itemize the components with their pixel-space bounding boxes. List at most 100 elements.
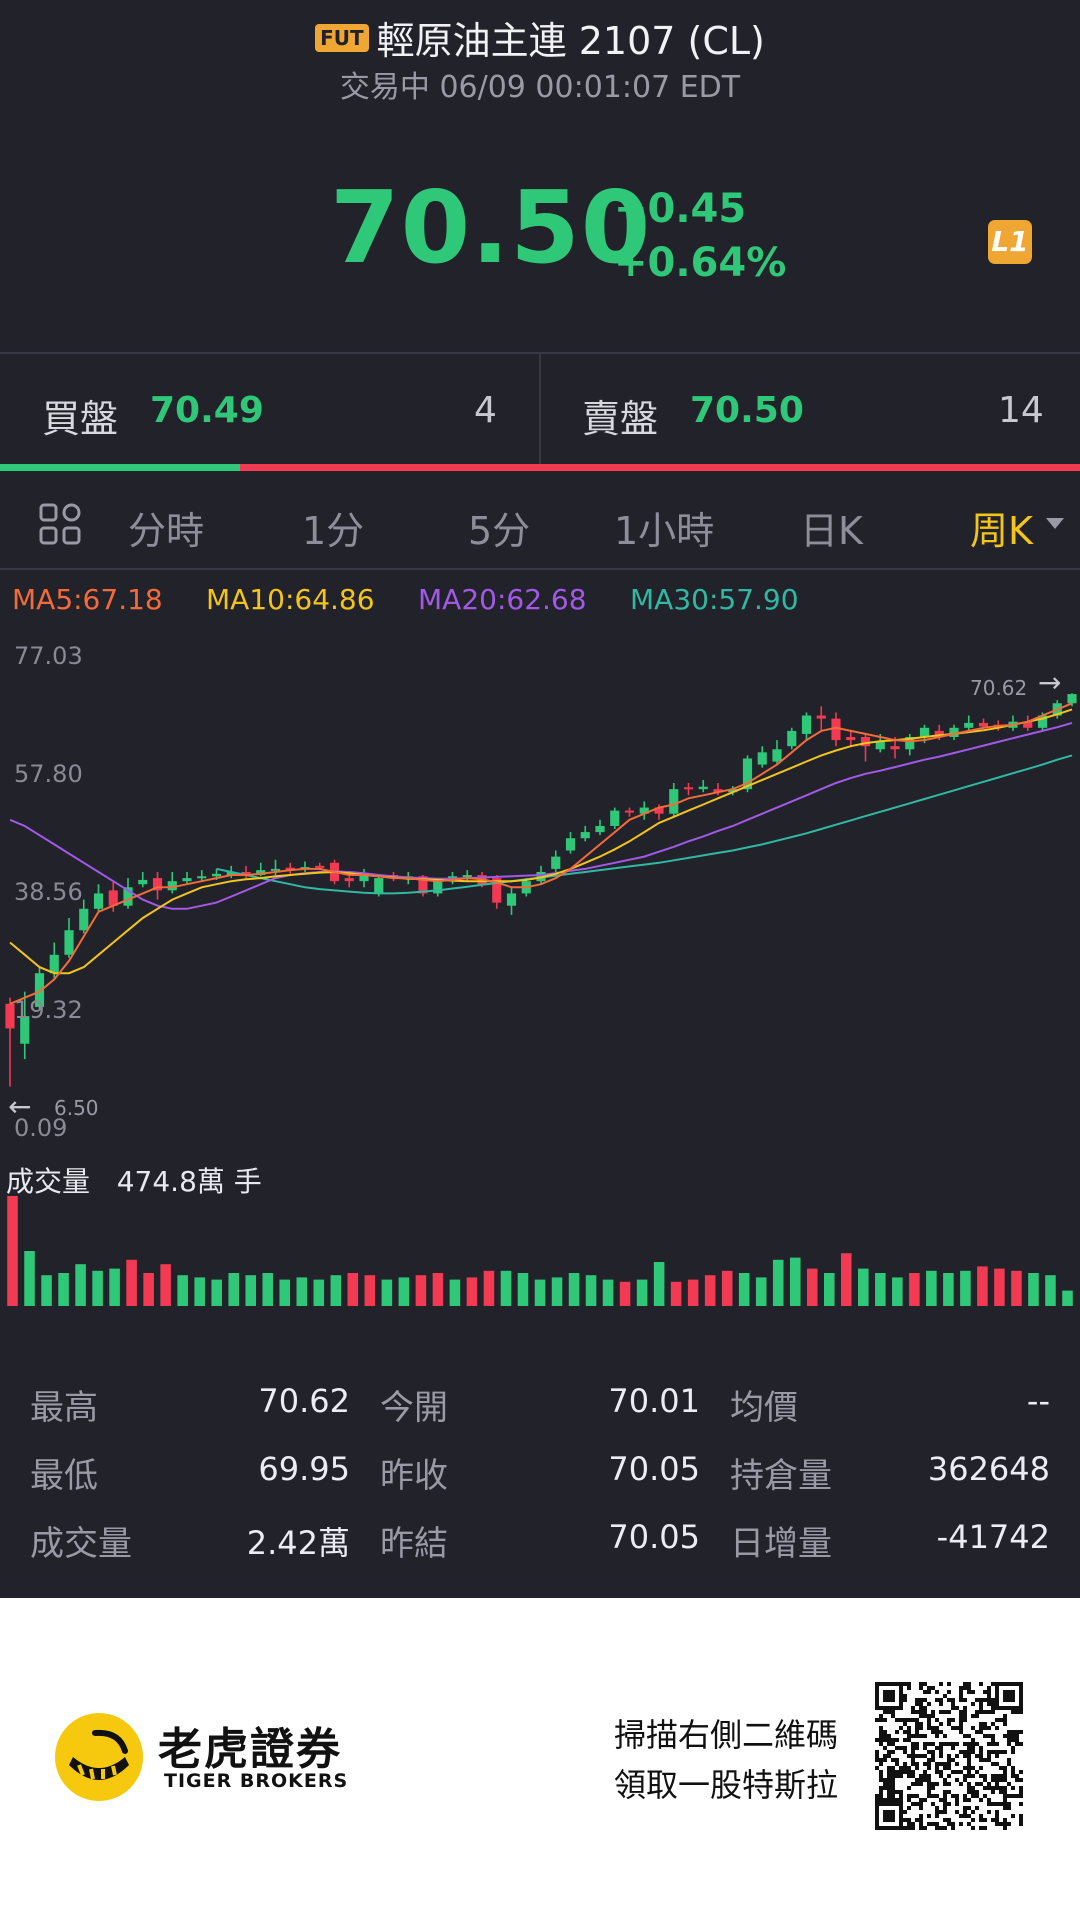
header-divider bbox=[0, 352, 1080, 354]
candle-body bbox=[654, 807, 664, 814]
volume-bar bbox=[943, 1273, 954, 1306]
brand-name-en: TIGER BROKERS bbox=[164, 1770, 349, 1792]
candle-body bbox=[108, 890, 118, 906]
tab-1min[interactable]: 1分 bbox=[302, 509, 365, 553]
volume-bar bbox=[517, 1273, 529, 1306]
candle-body bbox=[875, 741, 885, 750]
candle-body bbox=[610, 810, 620, 826]
last-price: 70.50 bbox=[330, 169, 652, 286]
ma20-legend: MA20:62.68 bbox=[418, 583, 587, 616]
tabs-divider bbox=[0, 568, 1080, 570]
chart-low-label: 6.50 bbox=[54, 1096, 99, 1120]
candle-body bbox=[639, 807, 649, 814]
candle-body bbox=[506, 893, 517, 906]
app-screen bbox=[0, 0, 1080, 1598]
candle-body bbox=[256, 870, 266, 876]
candle-body bbox=[595, 825, 605, 833]
volume-value: 474.8萬 手 bbox=[116, 1165, 262, 1198]
volume-bar bbox=[704, 1275, 716, 1306]
volume-bar bbox=[330, 1275, 342, 1306]
ask-quantity: 14 bbox=[998, 390, 1044, 431]
volume-bar bbox=[483, 1270, 495, 1306]
arrow-right-icon: → bbox=[1038, 666, 1062, 699]
candle-body bbox=[123, 887, 133, 906]
volume-chart[interactable] bbox=[0, 1196, 1080, 1308]
candle-body bbox=[860, 737, 871, 747]
stat-volume-value: 2.42萬 bbox=[246, 1524, 350, 1562]
candle-body bbox=[919, 727, 930, 738]
layout-grid-icon[interactable] bbox=[38, 502, 82, 546]
candle-body bbox=[669, 789, 679, 814]
volume-bar bbox=[806, 1268, 818, 1306]
stat-oi-change-value: -41742 bbox=[936, 1518, 1050, 1556]
stat-avg-value: -- bbox=[1026, 1382, 1050, 1420]
tab-timeshare[interactable]: 分時 bbox=[128, 509, 205, 553]
level1-badge[interactable]: L1 bbox=[988, 220, 1032, 264]
stat-high-value: 70.62 bbox=[258, 1382, 350, 1420]
volume-bar bbox=[381, 1279, 393, 1306]
volume-bar bbox=[619, 1281, 631, 1306]
candle-body bbox=[152, 878, 163, 891]
candle-body bbox=[551, 856, 561, 869]
chevron-down-icon[interactable] bbox=[1046, 518, 1064, 529]
promo-line-2: 領取一股特斯拉 bbox=[614, 1766, 839, 1804]
volume-bar bbox=[160, 1264, 171, 1306]
candle-body bbox=[211, 873, 222, 877]
y-tick-label: 77.03 bbox=[14, 642, 83, 670]
volume-bar bbox=[977, 1266, 988, 1306]
candle-body bbox=[64, 930, 74, 955]
candlestick-chart[interactable] bbox=[0, 620, 1080, 1140]
volume-label: 成交量 bbox=[6, 1165, 91, 1198]
volume-bar bbox=[687, 1279, 699, 1306]
candle-body bbox=[905, 737, 915, 750]
stat-open-label: 今開 bbox=[380, 1388, 448, 1428]
price-change: +0.45 bbox=[614, 186, 747, 232]
volume-bar bbox=[24, 1251, 35, 1306]
volume-bar bbox=[75, 1264, 86, 1306]
stat-prev-close-value: 70.05 bbox=[608, 1450, 700, 1488]
volume-bar bbox=[1011, 1270, 1022, 1306]
candle-body bbox=[728, 789, 738, 793]
candle-body bbox=[964, 722, 974, 728]
candle-body bbox=[49, 954, 59, 974]
candle-body bbox=[167, 881, 177, 891]
tab-weekly[interactable]: 周K bbox=[970, 509, 1033, 553]
stat-oi-change-label: 日增量 bbox=[730, 1524, 832, 1564]
tab-5min[interactable]: 5分 bbox=[468, 509, 531, 553]
candle-body bbox=[787, 730, 797, 747]
volume-bar bbox=[313, 1279, 325, 1306]
ma30-line bbox=[216, 754, 1073, 895]
volume-bar bbox=[449, 1279, 461, 1306]
volume-bar bbox=[194, 1277, 205, 1306]
candle-body bbox=[801, 715, 812, 734]
bid-ratio-bar bbox=[0, 464, 240, 471]
volume-bar bbox=[585, 1275, 597, 1306]
candle-body bbox=[698, 786, 708, 790]
volume-bar bbox=[432, 1273, 444, 1306]
candle-body bbox=[742, 758, 753, 790]
volume-bar bbox=[994, 1268, 1005, 1306]
candle-body bbox=[197, 876, 207, 879]
volume-bar bbox=[721, 1270, 733, 1306]
volume-bar bbox=[109, 1268, 120, 1306]
candle-body bbox=[138, 879, 148, 885]
stat-prev-settle-label: 昨結 bbox=[380, 1524, 448, 1564]
qr-code-icon[interactable] bbox=[875, 1682, 1023, 1830]
y-tick-label: 38.56 bbox=[14, 878, 83, 906]
candle-body bbox=[374, 878, 384, 894]
tab-daily[interactable]: 日K bbox=[800, 509, 863, 553]
candle-body bbox=[34, 973, 45, 1007]
volume-bar bbox=[211, 1279, 222, 1306]
promo-footer: 老虎證券 TIGER BROKERS 掃描右側二維碼 領取一股特斯拉 bbox=[0, 1598, 1080, 1915]
volume-bar bbox=[466, 1277, 478, 1306]
volume-bar bbox=[960, 1270, 971, 1306]
volume-bar bbox=[398, 1277, 410, 1306]
stat-open-interest-label: 持倉量 bbox=[730, 1456, 832, 1496]
volume-bar bbox=[7, 1196, 18, 1306]
candle-body bbox=[565, 838, 576, 851]
volume-bar bbox=[841, 1253, 852, 1306]
candle-body bbox=[285, 867, 295, 871]
tab-1hour[interactable]: 1小時 bbox=[614, 509, 715, 553]
stat-avg-label: 均價 bbox=[730, 1388, 798, 1428]
promo-line-1: 掃描右側二維碼 bbox=[614, 1716, 839, 1754]
